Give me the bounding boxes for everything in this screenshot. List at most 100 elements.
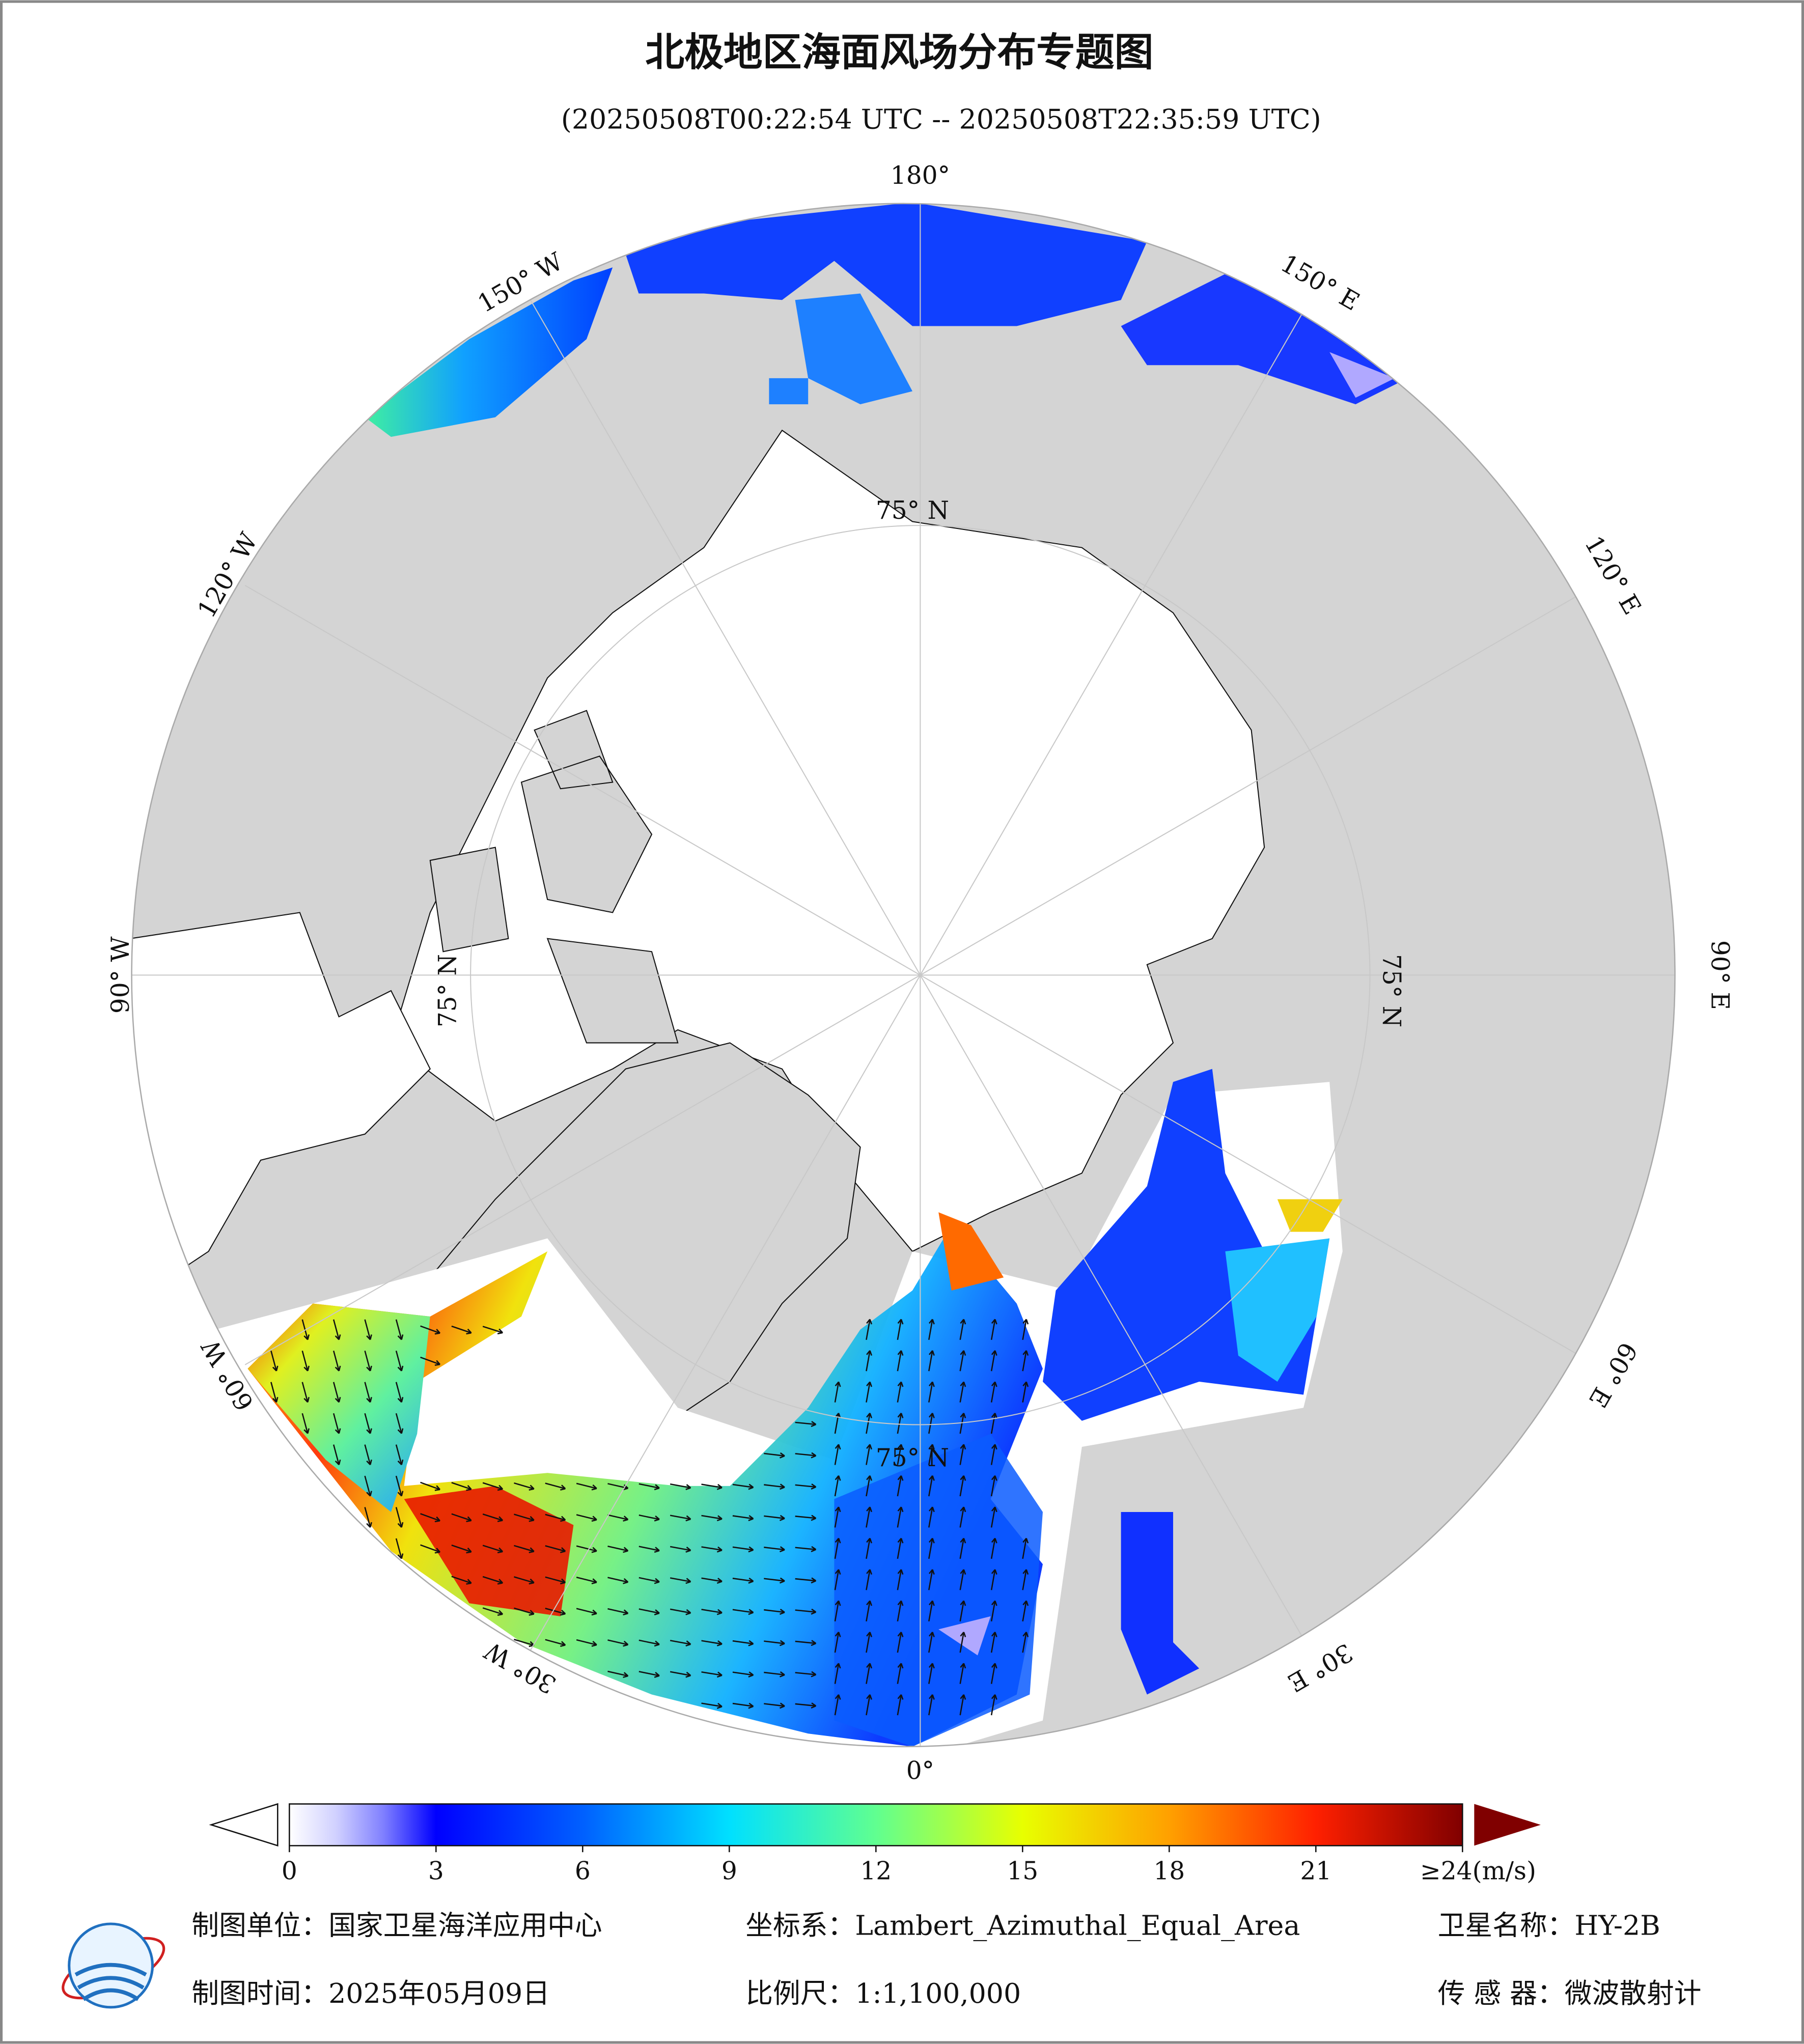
colorbar-tick-label: 9: [721, 1857, 737, 1886]
wind-arrow: [514, 1514, 535, 1522]
wind-arrow: [866, 1663, 872, 1684]
wind-arrow: [928, 1319, 935, 1340]
wind-arrow: [301, 1382, 310, 1403]
wind-arrow: [795, 1671, 817, 1677]
wind-arrow: [670, 1671, 691, 1678]
wind-arrow: [732, 1515, 754, 1521]
wind-arrow: [897, 1632, 904, 1653]
wind-arrow: [959, 1663, 966, 1684]
wind-arrow: [866, 1569, 872, 1590]
wind-arrow: [1022, 1350, 1029, 1371]
wind-arrow: [990, 1600, 997, 1622]
wind-arrow: [482, 1326, 504, 1335]
wind-arrow: [959, 1569, 966, 1590]
wind-arrow: [670, 1640, 691, 1647]
wind-arrow: [332, 1413, 341, 1434]
wind-arrow: [395, 1319, 404, 1340]
wind-arrow: [866, 1475, 872, 1497]
wind-arrow: [1022, 1569, 1029, 1590]
wind-arrow: [928, 1350, 935, 1371]
footer-unit: 制图单位：国家卫星海洋应用中心: [191, 1910, 602, 1942]
wind-arrow: [482, 1576, 504, 1585]
wind-arrow: [545, 1639, 566, 1647]
wind-arrow: [545, 1576, 566, 1585]
wind-arrow: [834, 1506, 841, 1528]
wind-arrow: [897, 1600, 904, 1622]
wind-arrow: [576, 1576, 597, 1584]
wind-arrow: [395, 1444, 404, 1466]
wind-arrow: [928, 1381, 935, 1403]
wind-arrow: [482, 1607, 504, 1616]
wind-arrow: [990, 1694, 997, 1716]
wind-norwegian: [834, 1434, 1043, 1747]
wind-arrow: [701, 1546, 723, 1553]
footer-scale: 比例尺：1:1,100,000: [745, 1977, 1021, 2009]
wind-arrow: [701, 1577, 723, 1584]
lon-label: 90° E: [1706, 940, 1734, 1010]
wind-arrow: [332, 1350, 341, 1371]
wind-arrow: [576, 1608, 597, 1616]
wind-arrow: [607, 1545, 629, 1553]
wind-arrow: [795, 1577, 817, 1584]
wind-arrow: [670, 1608, 691, 1615]
wind-arrow: [897, 1350, 904, 1371]
lat-label: 75° N: [1377, 954, 1405, 1027]
wind-arrow: [795, 1640, 817, 1646]
wind-arrow: [990, 1475, 997, 1497]
wind-arrow: [607, 1639, 629, 1647]
wind-arrow: [990, 1319, 997, 1340]
wind-arrow: [897, 1506, 904, 1528]
wind-greenland-sea: [247, 1303, 430, 1513]
wind-arrow: [701, 1515, 723, 1522]
footer-sensor: 传 感 器：微波散射计: [1438, 1977, 1702, 2009]
wind-arrow: [928, 1444, 935, 1465]
wind-arrow: [764, 1671, 785, 1677]
wind-arrow: [764, 1640, 785, 1646]
wind-arrow: [364, 1382, 372, 1403]
wind-arrow: [607, 1577, 629, 1584]
wind-arrow: [959, 1444, 966, 1465]
wind-arrow: [764, 1609, 785, 1615]
wind-pacific: [365, 267, 613, 437]
wind-arrow: [866, 1694, 872, 1716]
wind-arrow: [866, 1600, 872, 1622]
wind-arrow: [834, 1444, 841, 1465]
wind-arrow: [514, 1576, 535, 1585]
wind-arrow: [545, 1545, 566, 1553]
wind-arrow: [866, 1381, 872, 1403]
wind-arrow: [834, 1663, 841, 1684]
wind-arrow: [732, 1671, 754, 1678]
wind-arrow: [701, 1702, 723, 1709]
wind-arrow: [451, 1325, 472, 1335]
subtitle: (20250508T00:22:54 UTC -- 20250508T22:35…: [561, 103, 1321, 135]
wind-arrow: [670, 1483, 691, 1490]
wind-arrow: [364, 1444, 372, 1466]
wind-arrow: [897, 1694, 904, 1716]
wind-arrow: [897, 1444, 904, 1465]
wind-arrow: [514, 1482, 535, 1491]
wind-arrow: [364, 1319, 372, 1340]
wind-barents-east: [1225, 1238, 1330, 1382]
wind-arrow: [764, 1452, 785, 1459]
islands: [429, 710, 679, 1044]
wind-arrow: [990, 1506, 997, 1528]
wind-arrow: [451, 1576, 472, 1585]
wind-arrow: [866, 1632, 872, 1653]
wind-arrow: [639, 1483, 660, 1491]
wind-arrow: [420, 1544, 440, 1554]
wind-arrow: [959, 1319, 966, 1340]
wind-arrow: [701, 1609, 723, 1615]
wind-arrow: [795, 1515, 817, 1521]
wind-arrow: [990, 1381, 997, 1403]
wind-arrow: [451, 1482, 472, 1491]
wind-arrow: [639, 1639, 660, 1647]
wind-arrow: [1022, 1632, 1029, 1653]
wind-arrow: [395, 1382, 404, 1403]
wind-arrow: [576, 1514, 597, 1522]
colorbar-tick-label: 21: [1300, 1857, 1331, 1886]
wind-arrow: [639, 1546, 660, 1553]
wind-arrow: [990, 1537, 997, 1559]
wind-arrow: [928, 1632, 935, 1653]
wind-kara: [1277, 1199, 1343, 1232]
